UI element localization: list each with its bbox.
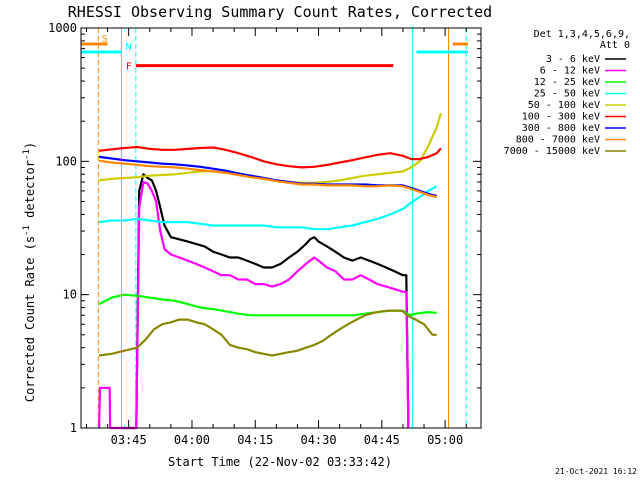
flag-label-n: N <box>126 42 132 53</box>
series-line-8 <box>98 159 437 199</box>
x-tick-label: 03:45 <box>111 433 147 447</box>
y-axis-label-end: ) <box>23 142 37 149</box>
legend-label: 100 - 300 keV <box>522 112 600 123</box>
legend-label: 50 - 100 keV <box>528 100 600 111</box>
x-axis-label: Start Time (22-Nov-02 03:33:42) <box>168 455 392 469</box>
legend-label: 7000 - 15000 keV <box>504 146 600 157</box>
x-ticks: 03:45 04:00 04:15 04:30 04:45 05:00 <box>85 28 467 447</box>
legend-label: 12 - 25 keV <box>534 77 600 88</box>
footer-stamp: 21-Oct-2021 16:12 <box>555 467 637 476</box>
flag-label-f: F <box>126 62 132 73</box>
x-tick-label: 04:15 <box>237 433 273 447</box>
chart-title: RHESSI Observing Summary Count Rates, Co… <box>68 3 492 21</box>
series-lines <box>98 112 442 430</box>
y-tick-label: 10 <box>63 288 77 302</box>
series-line-9 <box>98 309 437 357</box>
flag-bars: S NF <box>81 34 468 73</box>
y-ticks: 1 10 100 1000 <box>48 21 481 435</box>
x-tick-label: 04:30 <box>300 433 336 447</box>
svg-text:Corrected Count Rate (s-1 dete: Corrected Count Rate (s-1 detector-1) <box>22 142 37 402</box>
vertical-markers <box>97 28 467 428</box>
x-tick-label: 04:45 <box>364 433 400 447</box>
legend-label: 6 - 12 keV <box>540 66 600 77</box>
series-line-4 <box>98 185 438 231</box>
y-tick-label: 100 <box>55 154 77 168</box>
legend-header-2: Att 0 <box>600 40 630 51</box>
plot-frame <box>80 27 482 429</box>
legend-label: 25 - 50 keV <box>534 89 600 100</box>
x-tick-label: 05:00 <box>427 433 463 447</box>
legend-label: 800 - 7000 keV <box>516 135 600 146</box>
series-line-6 <box>98 145 442 169</box>
y-axis-label-sup2: -1 <box>22 149 32 160</box>
series-line-3 <box>98 293 437 317</box>
series-line-2 <box>98 180 410 430</box>
legend-header-1: Det 1,3,4,5,6,9, <box>534 29 630 40</box>
series-line-1 <box>121 173 410 430</box>
flag-label-s: S <box>102 34 108 45</box>
y-tick-label: 1 <box>70 421 77 435</box>
y-axis-label-mid: detector <box>23 160 37 225</box>
legend-label: 300 - 800 keV <box>522 123 600 134</box>
y-axis-label-sup1: -1 <box>22 225 32 236</box>
legend-label: 3 - 6 keV <box>546 54 600 65</box>
y-axis-label: Corrected Count Rate (s-1 detector-1) <box>22 142 37 402</box>
x-tick-label: 04:00 <box>174 433 210 447</box>
y-axis-label-main: Corrected Count Rate (s <box>23 236 37 402</box>
y-tick-label: 1000 <box>48 21 77 35</box>
